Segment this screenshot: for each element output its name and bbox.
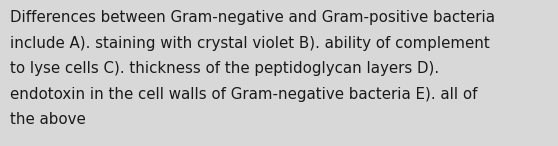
Text: Differences between Gram-negative and Gram-positive bacteria: Differences between Gram-negative and Gr… [10, 10, 495, 25]
Text: the above: the above [10, 112, 86, 127]
Text: include A). staining with crystal violet B). ability of complement: include A). staining with crystal violet… [10, 36, 490, 51]
Text: to lyse cells C). thickness of the peptidoglycan layers D).: to lyse cells C). thickness of the pepti… [10, 61, 439, 76]
Text: endotoxin in the cell walls of Gram-negative bacteria E). all of: endotoxin in the cell walls of Gram-nega… [10, 87, 478, 102]
